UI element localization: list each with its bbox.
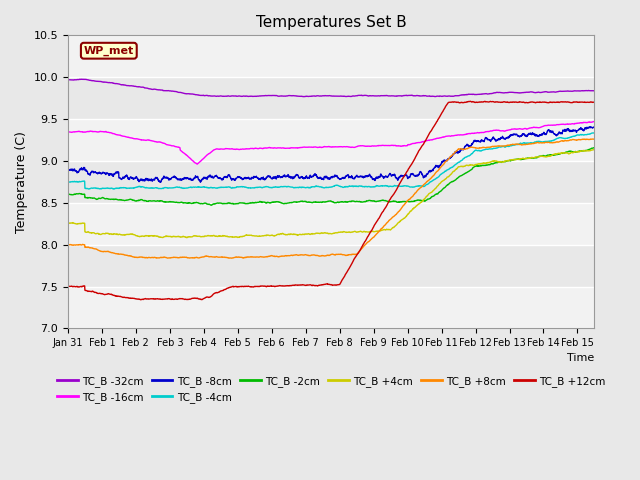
TC_B +8cm bbox=[435, 167, 443, 173]
TC_B -16cm bbox=[591, 119, 598, 124]
TC_B +4cm bbox=[591, 147, 598, 153]
TC_B -16cm bbox=[435, 135, 443, 141]
TC_B -8cm bbox=[590, 124, 598, 130]
Line: TC_B -2cm: TC_B -2cm bbox=[68, 148, 595, 205]
TC_B -8cm bbox=[591, 124, 598, 130]
Line: TC_B -32cm: TC_B -32cm bbox=[68, 79, 595, 96]
TC_B +12cm bbox=[64, 283, 72, 289]
TC_B -8cm bbox=[64, 167, 72, 172]
TC_B -16cm bbox=[531, 125, 539, 131]
Line: TC_B -16cm: TC_B -16cm bbox=[68, 121, 595, 164]
TC_B +12cm bbox=[556, 99, 564, 105]
Title: Temperatures Set B: Temperatures Set B bbox=[256, 15, 406, 30]
TC_B -2cm bbox=[531, 155, 539, 161]
Y-axis label: Temperature (C): Temperature (C) bbox=[15, 131, 28, 233]
TC_B -32cm bbox=[590, 88, 598, 94]
TC_B -32cm bbox=[531, 90, 539, 96]
TC_B +12cm bbox=[590, 99, 598, 105]
TC_B -16cm bbox=[193, 161, 201, 167]
TC_B -4cm bbox=[590, 130, 598, 136]
TC_B -16cm bbox=[64, 129, 72, 135]
TC_B -8cm bbox=[531, 131, 539, 137]
TC_B -2cm bbox=[435, 190, 443, 195]
TC_B +4cm bbox=[589, 147, 597, 153]
TC_B -8cm bbox=[186, 176, 194, 181]
Legend: TC_B -32cm, TC_B -16cm, TC_B -8cm, TC_B -4cm, TC_B -2cm, TC_B +4cm, TC_B +8cm, T: TC_B -32cm, TC_B -16cm, TC_B -8cm, TC_B … bbox=[52, 372, 610, 407]
Bar bbox=[68, 119, 595, 161]
TC_B +4cm bbox=[531, 155, 539, 160]
TC_B -4cm bbox=[186, 184, 194, 190]
TC_B -32cm bbox=[186, 91, 194, 97]
Bar bbox=[68, 203, 595, 245]
TC_B +8cm bbox=[64, 242, 72, 248]
Line: TC_B -8cm: TC_B -8cm bbox=[68, 127, 595, 182]
TC_B -2cm bbox=[186, 200, 194, 205]
TC_B -32cm bbox=[591, 88, 598, 94]
Text: WP_met: WP_met bbox=[84, 46, 134, 56]
TC_B -32cm bbox=[396, 93, 404, 99]
TC_B +12cm bbox=[435, 116, 443, 121]
TC_B +8cm bbox=[531, 140, 539, 146]
TC_B -4cm bbox=[591, 130, 598, 136]
TC_B +4cm bbox=[590, 147, 598, 153]
Text: Time: Time bbox=[567, 353, 595, 363]
TC_B -16cm bbox=[396, 143, 404, 149]
TC_B -16cm bbox=[186, 155, 194, 161]
TC_B -32cm bbox=[64, 77, 72, 83]
TC_B +4cm bbox=[64, 220, 72, 226]
TC_B -8cm bbox=[157, 180, 164, 185]
TC_B +4cm bbox=[183, 235, 191, 240]
TC_B +4cm bbox=[396, 218, 404, 224]
TC_B +8cm bbox=[396, 207, 404, 213]
TC_B -32cm bbox=[77, 76, 85, 82]
TC_B +4cm bbox=[186, 234, 194, 240]
TC_B +4cm bbox=[556, 151, 564, 156]
TC_B -8cm bbox=[396, 174, 404, 180]
TC_B -8cm bbox=[556, 130, 564, 136]
TC_B +8cm bbox=[556, 139, 564, 144]
TC_B +12cm bbox=[467, 98, 474, 104]
Bar bbox=[68, 36, 595, 77]
TC_B -4cm bbox=[589, 130, 597, 136]
TC_B -16cm bbox=[589, 119, 597, 125]
Bar bbox=[68, 287, 595, 328]
TC_B +12cm bbox=[186, 297, 194, 302]
TC_B -2cm bbox=[589, 145, 597, 151]
TC_B +4cm bbox=[435, 181, 443, 187]
TC_B -2cm bbox=[556, 151, 564, 157]
TC_B +12cm bbox=[591, 99, 598, 105]
TC_B -32cm bbox=[299, 94, 307, 99]
TC_B +12cm bbox=[137, 297, 145, 303]
TC_B -16cm bbox=[556, 121, 564, 127]
TC_B -4cm bbox=[435, 174, 443, 180]
TC_B -2cm bbox=[591, 145, 598, 151]
TC_B -2cm bbox=[208, 203, 216, 208]
TC_B -4cm bbox=[96, 186, 104, 192]
TC_B -8cm bbox=[586, 124, 593, 130]
TC_B +8cm bbox=[591, 136, 598, 142]
TC_B -8cm bbox=[435, 164, 443, 170]
TC_B -4cm bbox=[531, 139, 539, 145]
TC_B -2cm bbox=[64, 192, 72, 197]
TC_B +8cm bbox=[186, 255, 194, 261]
TC_B +12cm bbox=[396, 180, 404, 186]
Line: TC_B +4cm: TC_B +4cm bbox=[68, 150, 595, 238]
TC_B -4cm bbox=[64, 179, 72, 185]
TC_B -2cm bbox=[396, 199, 404, 205]
TC_B -4cm bbox=[556, 135, 564, 141]
Line: TC_B +8cm: TC_B +8cm bbox=[68, 139, 595, 258]
Line: TC_B +12cm: TC_B +12cm bbox=[68, 101, 595, 300]
TC_B +12cm bbox=[531, 100, 539, 106]
TC_B -32cm bbox=[435, 94, 443, 99]
TC_B +8cm bbox=[589, 136, 597, 142]
TC_B -4cm bbox=[396, 183, 404, 189]
TC_B -32cm bbox=[556, 88, 564, 94]
Line: TC_B -4cm: TC_B -4cm bbox=[68, 133, 595, 189]
TC_B +8cm bbox=[228, 255, 236, 261]
